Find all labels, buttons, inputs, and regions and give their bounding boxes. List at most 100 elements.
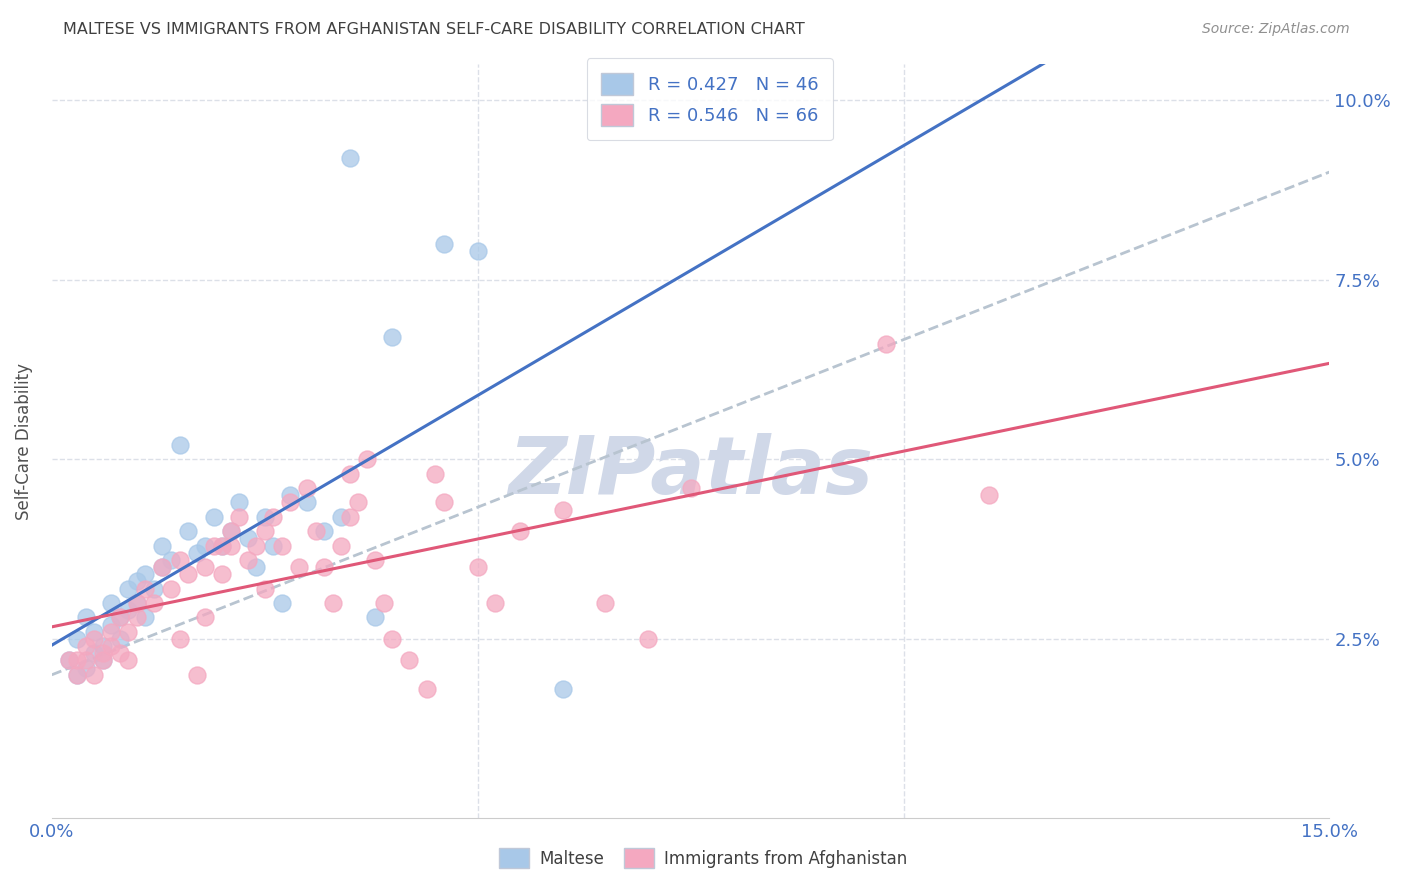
Point — [108, 632, 131, 646]
Point — [117, 603, 139, 617]
Point — [160, 553, 183, 567]
Point — [160, 582, 183, 596]
Point — [108, 610, 131, 624]
Point — [117, 624, 139, 639]
Point — [177, 524, 200, 538]
Point — [117, 653, 139, 667]
Point — [467, 244, 489, 258]
Point — [364, 553, 387, 567]
Point — [66, 668, 89, 682]
Point — [75, 660, 97, 674]
Point — [875, 337, 897, 351]
Point — [83, 632, 105, 646]
Point — [236, 532, 259, 546]
Point — [91, 653, 114, 667]
Point — [467, 560, 489, 574]
Point — [177, 567, 200, 582]
Point — [322, 596, 344, 610]
Point — [339, 509, 361, 524]
Point — [228, 495, 250, 509]
Point — [297, 481, 319, 495]
Point — [314, 524, 336, 538]
Point — [143, 596, 166, 610]
Point — [169, 438, 191, 452]
Point — [202, 509, 225, 524]
Point — [236, 553, 259, 567]
Point — [305, 524, 328, 538]
Point — [339, 151, 361, 165]
Point — [245, 539, 267, 553]
Point — [108, 646, 131, 660]
Point — [432, 495, 454, 509]
Point — [66, 632, 89, 646]
Point — [194, 610, 217, 624]
Point — [219, 539, 242, 553]
Point — [91, 639, 114, 653]
Point — [186, 668, 208, 682]
Point — [211, 567, 233, 582]
Point — [117, 582, 139, 596]
Point — [347, 495, 370, 509]
Point — [169, 632, 191, 646]
Point — [253, 582, 276, 596]
Point — [330, 539, 353, 553]
Point — [219, 524, 242, 538]
Point — [211, 539, 233, 553]
Point — [91, 646, 114, 660]
Point — [211, 539, 233, 553]
Point — [270, 596, 292, 610]
Point — [125, 574, 148, 589]
Point — [381, 330, 404, 344]
Point — [58, 653, 80, 667]
Point — [423, 467, 446, 481]
Point — [219, 524, 242, 538]
Point — [415, 682, 437, 697]
Text: ZIPatlas: ZIPatlas — [508, 433, 873, 510]
Point — [83, 668, 105, 682]
Point — [75, 653, 97, 667]
Point — [314, 560, 336, 574]
Point — [152, 539, 174, 553]
Text: MALTESE VS IMMIGRANTS FROM AFGHANISTAN SELF-CARE DISABILITY CORRELATION CHART: MALTESE VS IMMIGRANTS FROM AFGHANISTAN S… — [63, 22, 806, 37]
Point — [977, 488, 1000, 502]
Point — [679, 481, 702, 495]
Point — [356, 452, 378, 467]
Legend: Maltese, Immigrants from Afghanistan: Maltese, Immigrants from Afghanistan — [491, 839, 915, 877]
Point — [83, 624, 105, 639]
Point — [100, 624, 122, 639]
Point — [551, 682, 574, 697]
Point — [186, 546, 208, 560]
Point — [278, 488, 301, 502]
Point — [262, 539, 284, 553]
Point — [58, 653, 80, 667]
Point — [278, 495, 301, 509]
Point — [595, 596, 617, 610]
Point — [66, 668, 89, 682]
Point — [194, 560, 217, 574]
Point — [330, 509, 353, 524]
Point — [194, 539, 217, 553]
Point — [381, 632, 404, 646]
Point — [270, 539, 292, 553]
Point — [152, 560, 174, 574]
Point — [228, 509, 250, 524]
Point — [75, 639, 97, 653]
Text: Source: ZipAtlas.com: Source: ZipAtlas.com — [1202, 22, 1350, 37]
Point — [287, 560, 309, 574]
Point — [125, 596, 148, 610]
Point — [637, 632, 659, 646]
Point — [91, 653, 114, 667]
Point — [253, 524, 276, 538]
Legend: R = 0.427   N = 46, R = 0.546   N = 66: R = 0.427 N = 46, R = 0.546 N = 66 — [586, 58, 832, 140]
Y-axis label: Self-Care Disability: Self-Care Disability — [15, 363, 32, 520]
Point — [339, 467, 361, 481]
Point — [66, 653, 89, 667]
Point — [202, 539, 225, 553]
Point — [134, 567, 156, 582]
Point — [253, 509, 276, 524]
Point — [100, 639, 122, 653]
Point — [373, 596, 395, 610]
Point — [134, 610, 156, 624]
Point — [509, 524, 531, 538]
Point — [364, 610, 387, 624]
